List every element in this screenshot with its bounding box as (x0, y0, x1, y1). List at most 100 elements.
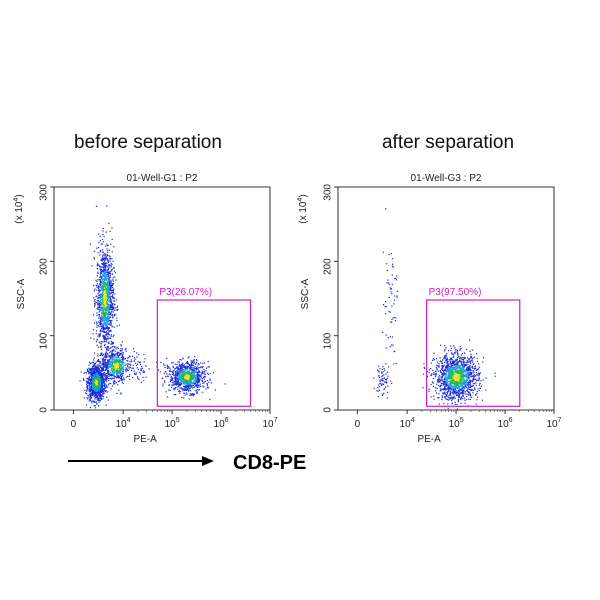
data-point (387, 336, 389, 339)
data-point (463, 362, 465, 364)
data-point (105, 331, 107, 333)
data-point (207, 387, 210, 389)
data-point (109, 288, 111, 290)
data-point (107, 314, 109, 317)
data-point (94, 389, 96, 391)
data-point (450, 373, 452, 375)
data-point (102, 299, 104, 301)
data-point (108, 318, 110, 320)
data-point (476, 353, 478, 355)
data-point (111, 238, 113, 241)
data-point (197, 377, 199, 379)
data-point (103, 393, 105, 395)
data-point (182, 388, 184, 390)
data-point (113, 375, 115, 377)
data-point (103, 286, 105, 288)
data-point (97, 359, 100, 361)
data-point (430, 396, 432, 398)
data-point (439, 376, 441, 378)
data-point (172, 365, 174, 367)
data-point (456, 386, 459, 389)
data-point (190, 378, 192, 381)
data-point (129, 361, 131, 363)
data-point (99, 384, 101, 386)
data-point (172, 373, 174, 375)
data-point (101, 380, 103, 383)
data-point (188, 386, 190, 388)
data-point (100, 282, 102, 284)
data-point (107, 317, 109, 319)
data-point (392, 263, 394, 265)
data-point (91, 383, 93, 385)
data-point (91, 390, 93, 392)
data-point (110, 284, 112, 286)
data-point (127, 363, 129, 365)
data-point (103, 271, 105, 273)
data-point (89, 389, 91, 391)
data-point (381, 395, 384, 397)
data-point (88, 383, 90, 385)
data-point (441, 362, 443, 364)
data-point (107, 335, 109, 338)
data-point (466, 398, 468, 401)
data-point (113, 380, 116, 383)
data-point (94, 373, 96, 375)
data-point (88, 370, 90, 372)
data-point (90, 373, 93, 375)
data-point (451, 369, 453, 371)
data-point (101, 311, 103, 314)
data-point (457, 366, 459, 368)
data-point (94, 301, 96, 303)
data-point (110, 300, 112, 302)
data-point (197, 386, 199, 388)
data-point (115, 363, 117, 365)
data-point (382, 383, 385, 386)
data-point (129, 366, 132, 369)
data-point (113, 246, 115, 248)
data-point (84, 372, 86, 374)
data-point (177, 367, 179, 369)
data-point (103, 316, 105, 318)
data-point (137, 368, 139, 370)
data-point (467, 374, 469, 377)
data-point (99, 268, 101, 270)
data-point (91, 394, 94, 396)
data-point (100, 275, 102, 277)
data-point (468, 377, 470, 379)
data-point (107, 275, 110, 277)
data-point (187, 362, 189, 364)
data-point (135, 373, 137, 375)
data-point (112, 290, 114, 292)
data-point (96, 307, 99, 309)
data-point (189, 378, 191, 381)
data-point (130, 359, 132, 361)
data-point (189, 381, 191, 383)
data-point (105, 270, 107, 272)
data-point (106, 321, 108, 324)
data-point (108, 277, 110, 280)
data-point (108, 348, 110, 350)
data-point (464, 357, 466, 359)
data-point (89, 363, 91, 365)
data-point (196, 392, 198, 395)
data-point (102, 257, 104, 260)
data-point (105, 379, 107, 382)
data-point (112, 381, 114, 383)
data-point (476, 399, 478, 401)
data-point (390, 253, 392, 255)
data-point (198, 367, 200, 369)
data-point (104, 256, 106, 259)
data-point (132, 348, 135, 350)
data-point (105, 271, 107, 274)
data-point (110, 324, 112, 326)
data-point (479, 372, 482, 374)
data-point (177, 361, 179, 363)
data-point (200, 366, 202, 368)
data-point (101, 271, 103, 273)
data-point (184, 372, 186, 374)
data-point (185, 371, 187, 373)
data-point (112, 335, 114, 338)
data-point (103, 288, 105, 290)
data-point (104, 312, 106, 314)
data-point (94, 288, 96, 290)
